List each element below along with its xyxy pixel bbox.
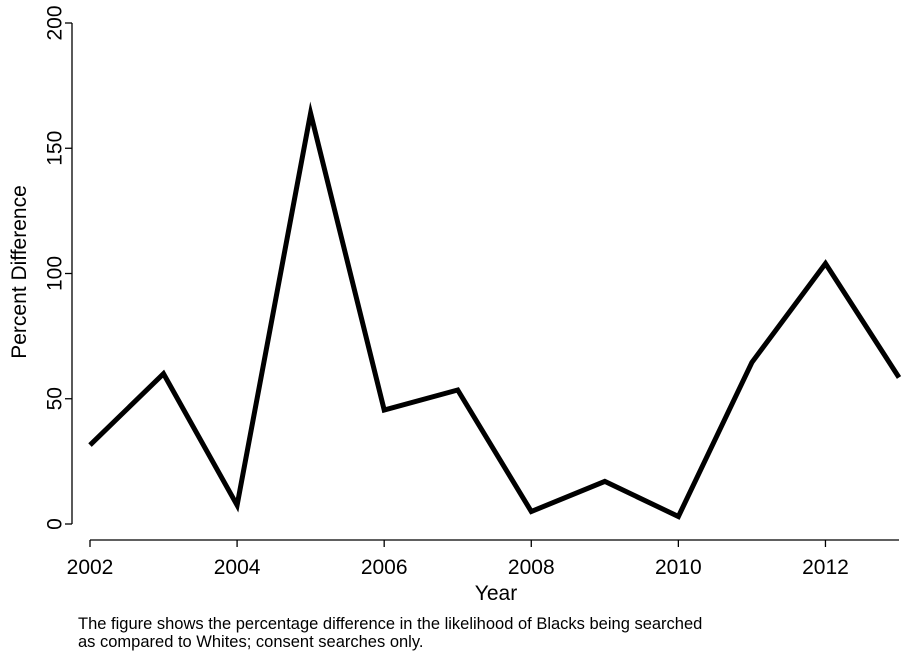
y-tick-label: 0	[44, 518, 67, 530]
series-layer	[88, 101, 902, 520]
y-tick-label: 150	[44, 131, 67, 166]
y-axis-title: Percent Difference	[8, 185, 31, 359]
caption-line-2: as compared to Whites; consent searches …	[78, 633, 424, 651]
x-tick-label: 2006	[361, 556, 408, 579]
x-tick-label: 2008	[508, 556, 555, 579]
y-tick-label: 100	[44, 256, 67, 291]
caption-line-1: The figure shows the percentage differen…	[78, 615, 703, 633]
x-tick-label: 2012	[802, 556, 849, 579]
x-tick-label: 2010	[655, 556, 702, 579]
x-axis: 2002 2004 2006 2008 2010 2012	[67, 539, 899, 579]
figure-caption: The figure shows the percentage differen…	[78, 615, 878, 651]
y-tick-label: 50	[44, 387, 67, 410]
y-axis: 0 50 100 150 200	[44, 5, 73, 530]
series-line	[88, 101, 902, 520]
y-tick-label: 200	[44, 5, 67, 40]
x-tick-label: 2002	[67, 556, 114, 579]
x-axis-title: Year	[475, 582, 517, 605]
x-tick-label: 2004	[214, 556, 261, 579]
